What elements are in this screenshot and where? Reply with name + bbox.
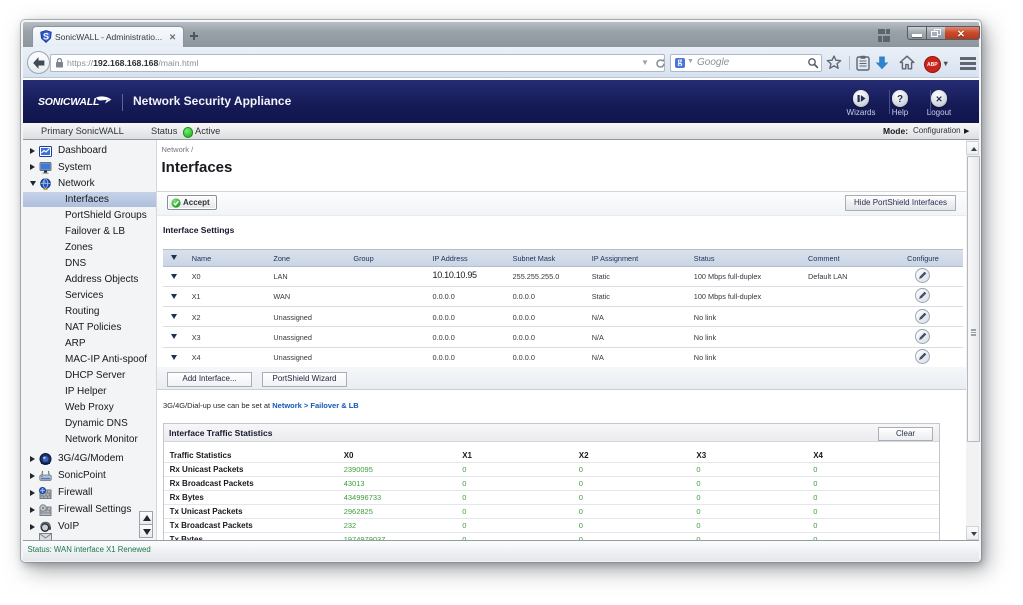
svg-text:S: S (43, 32, 49, 42)
